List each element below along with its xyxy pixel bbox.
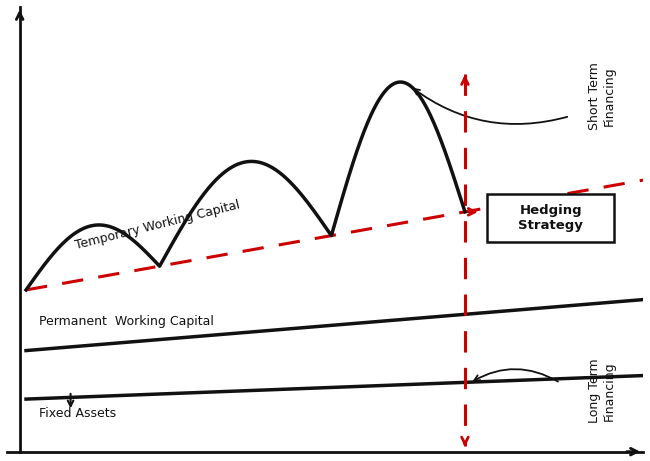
Text: Temporary Working Capital: Temporary Working Capital [73, 199, 241, 252]
Text: Short Term
Financing: Short Term Financing [588, 62, 616, 130]
FancyBboxPatch shape [488, 194, 614, 242]
Text: Long Term
Financing: Long Term Financing [588, 359, 616, 423]
Text: Permanent  Working Capital: Permanent Working Capital [39, 315, 214, 328]
Text: Hedging
Strategy: Hedging Strategy [519, 204, 583, 232]
Text: Fixed Assets: Fixed Assets [39, 407, 116, 420]
